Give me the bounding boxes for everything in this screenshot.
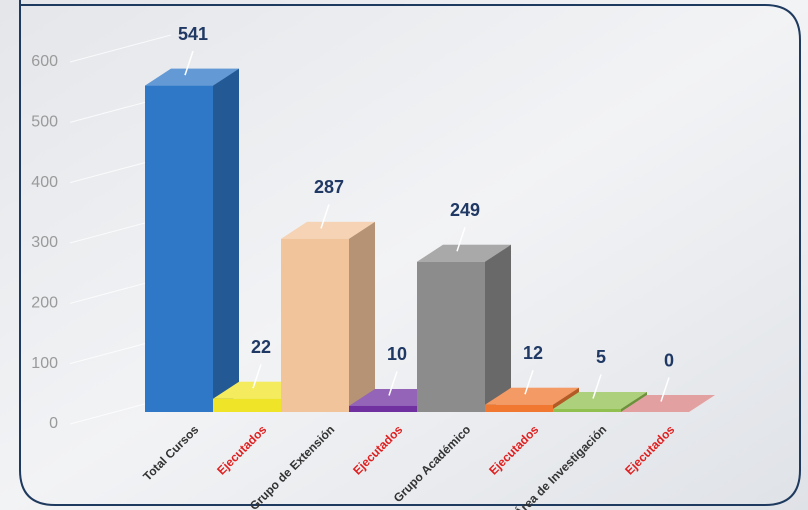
value-label: 10	[387, 344, 407, 364]
bar-top	[145, 68, 239, 86]
bar-top-shade	[553, 391, 647, 409]
bar-top	[281, 221, 375, 239]
bar-side	[213, 68, 239, 412]
bar-side-shade	[621, 391, 647, 412]
value-label: 0	[664, 350, 674, 370]
y-tick-label: 300	[31, 234, 58, 251]
bar-side	[349, 221, 375, 412]
bar-side	[621, 391, 647, 412]
bar-top	[417, 244, 511, 262]
y-tick-label: 400	[31, 174, 58, 191]
bar	[349, 405, 417, 412]
value-label: 287	[314, 177, 344, 197]
y-tick-label: 600	[31, 53, 58, 70]
frame	[19, 0, 801, 506]
bar-side-shade	[349, 221, 375, 412]
leader-line	[252, 363, 262, 389]
bar-side-shade	[485, 244, 511, 412]
bar	[553, 408, 621, 412]
leader-line	[592, 374, 602, 399]
leader-line	[388, 371, 398, 396]
y-tick-label: 100	[31, 355, 58, 372]
bar-top-shade	[417, 244, 511, 262]
bar-top	[553, 391, 647, 409]
leader-line	[320, 204, 330, 229]
bar-top	[621, 395, 715, 412]
value-label: 12	[523, 343, 543, 363]
value-label: 22	[251, 337, 271, 357]
bar	[213, 398, 281, 412]
y-tick-label: 200	[31, 295, 58, 312]
y-tick-label: 500	[31, 114, 58, 131]
bar	[281, 238, 349, 412]
bar	[485, 404, 553, 412]
bar-top-shade	[621, 395, 715, 412]
leader-line	[524, 370, 534, 395]
leader-line	[456, 227, 466, 252]
bar	[417, 261, 485, 412]
value-label: 5	[596, 347, 606, 367]
bar-top-shade	[281, 221, 375, 239]
bar-top-shade	[145, 68, 239, 86]
leader-line	[184, 50, 194, 76]
bar-top	[485, 387, 579, 405]
grid-line	[69, 34, 172, 63]
value-label: 249	[450, 200, 480, 220]
bar-top-shade	[485, 387, 579, 405]
y-tick-label: 0	[49, 415, 58, 432]
bar-side-shade	[213, 68, 239, 412]
value-label: 541	[178, 24, 208, 44]
bar-side	[485, 244, 511, 412]
leader-line	[660, 377, 670, 402]
bar	[145, 85, 213, 412]
